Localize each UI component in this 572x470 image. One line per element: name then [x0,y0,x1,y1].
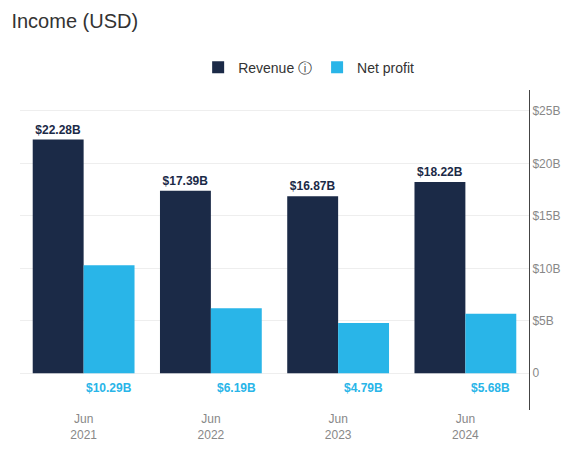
svg-text:$6.19B: $6.19B [217,381,256,395]
svg-text:$20B: $20B [532,157,560,171]
svg-text:Net profit: Net profit [357,60,414,76]
svg-text:$15B: $15B [532,209,560,223]
svg-text:$18.22B: $18.22B [417,165,463,179]
svg-text:Revenue ⓘ: Revenue ⓘ [238,60,312,76]
svg-text:$22.28B: $22.28B [35,123,81,137]
svg-text:Jun2022: Jun2022 [198,412,225,442]
svg-text:$5B: $5B [532,314,553,328]
svg-text:$17.39B: $17.39B [163,174,209,188]
svg-text:$5.68B: $5.68B [471,381,510,395]
svg-text:Jun2021: Jun2021 [70,412,97,442]
svg-text:Income (USD): Income (USD) [11,10,138,32]
svg-text:$10B: $10B [532,262,560,276]
svg-text:Jun2023: Jun2023 [325,412,352,442]
svg-text:$10.29B: $10.29B [86,381,132,395]
svg-text:0: 0 [532,366,539,380]
svg-text:Jun2024: Jun2024 [452,412,479,442]
svg-text:$4.79B: $4.79B [344,381,383,395]
svg-text:$25B: $25B [532,104,560,118]
svg-text:$16.87B: $16.87B [290,179,336,193]
